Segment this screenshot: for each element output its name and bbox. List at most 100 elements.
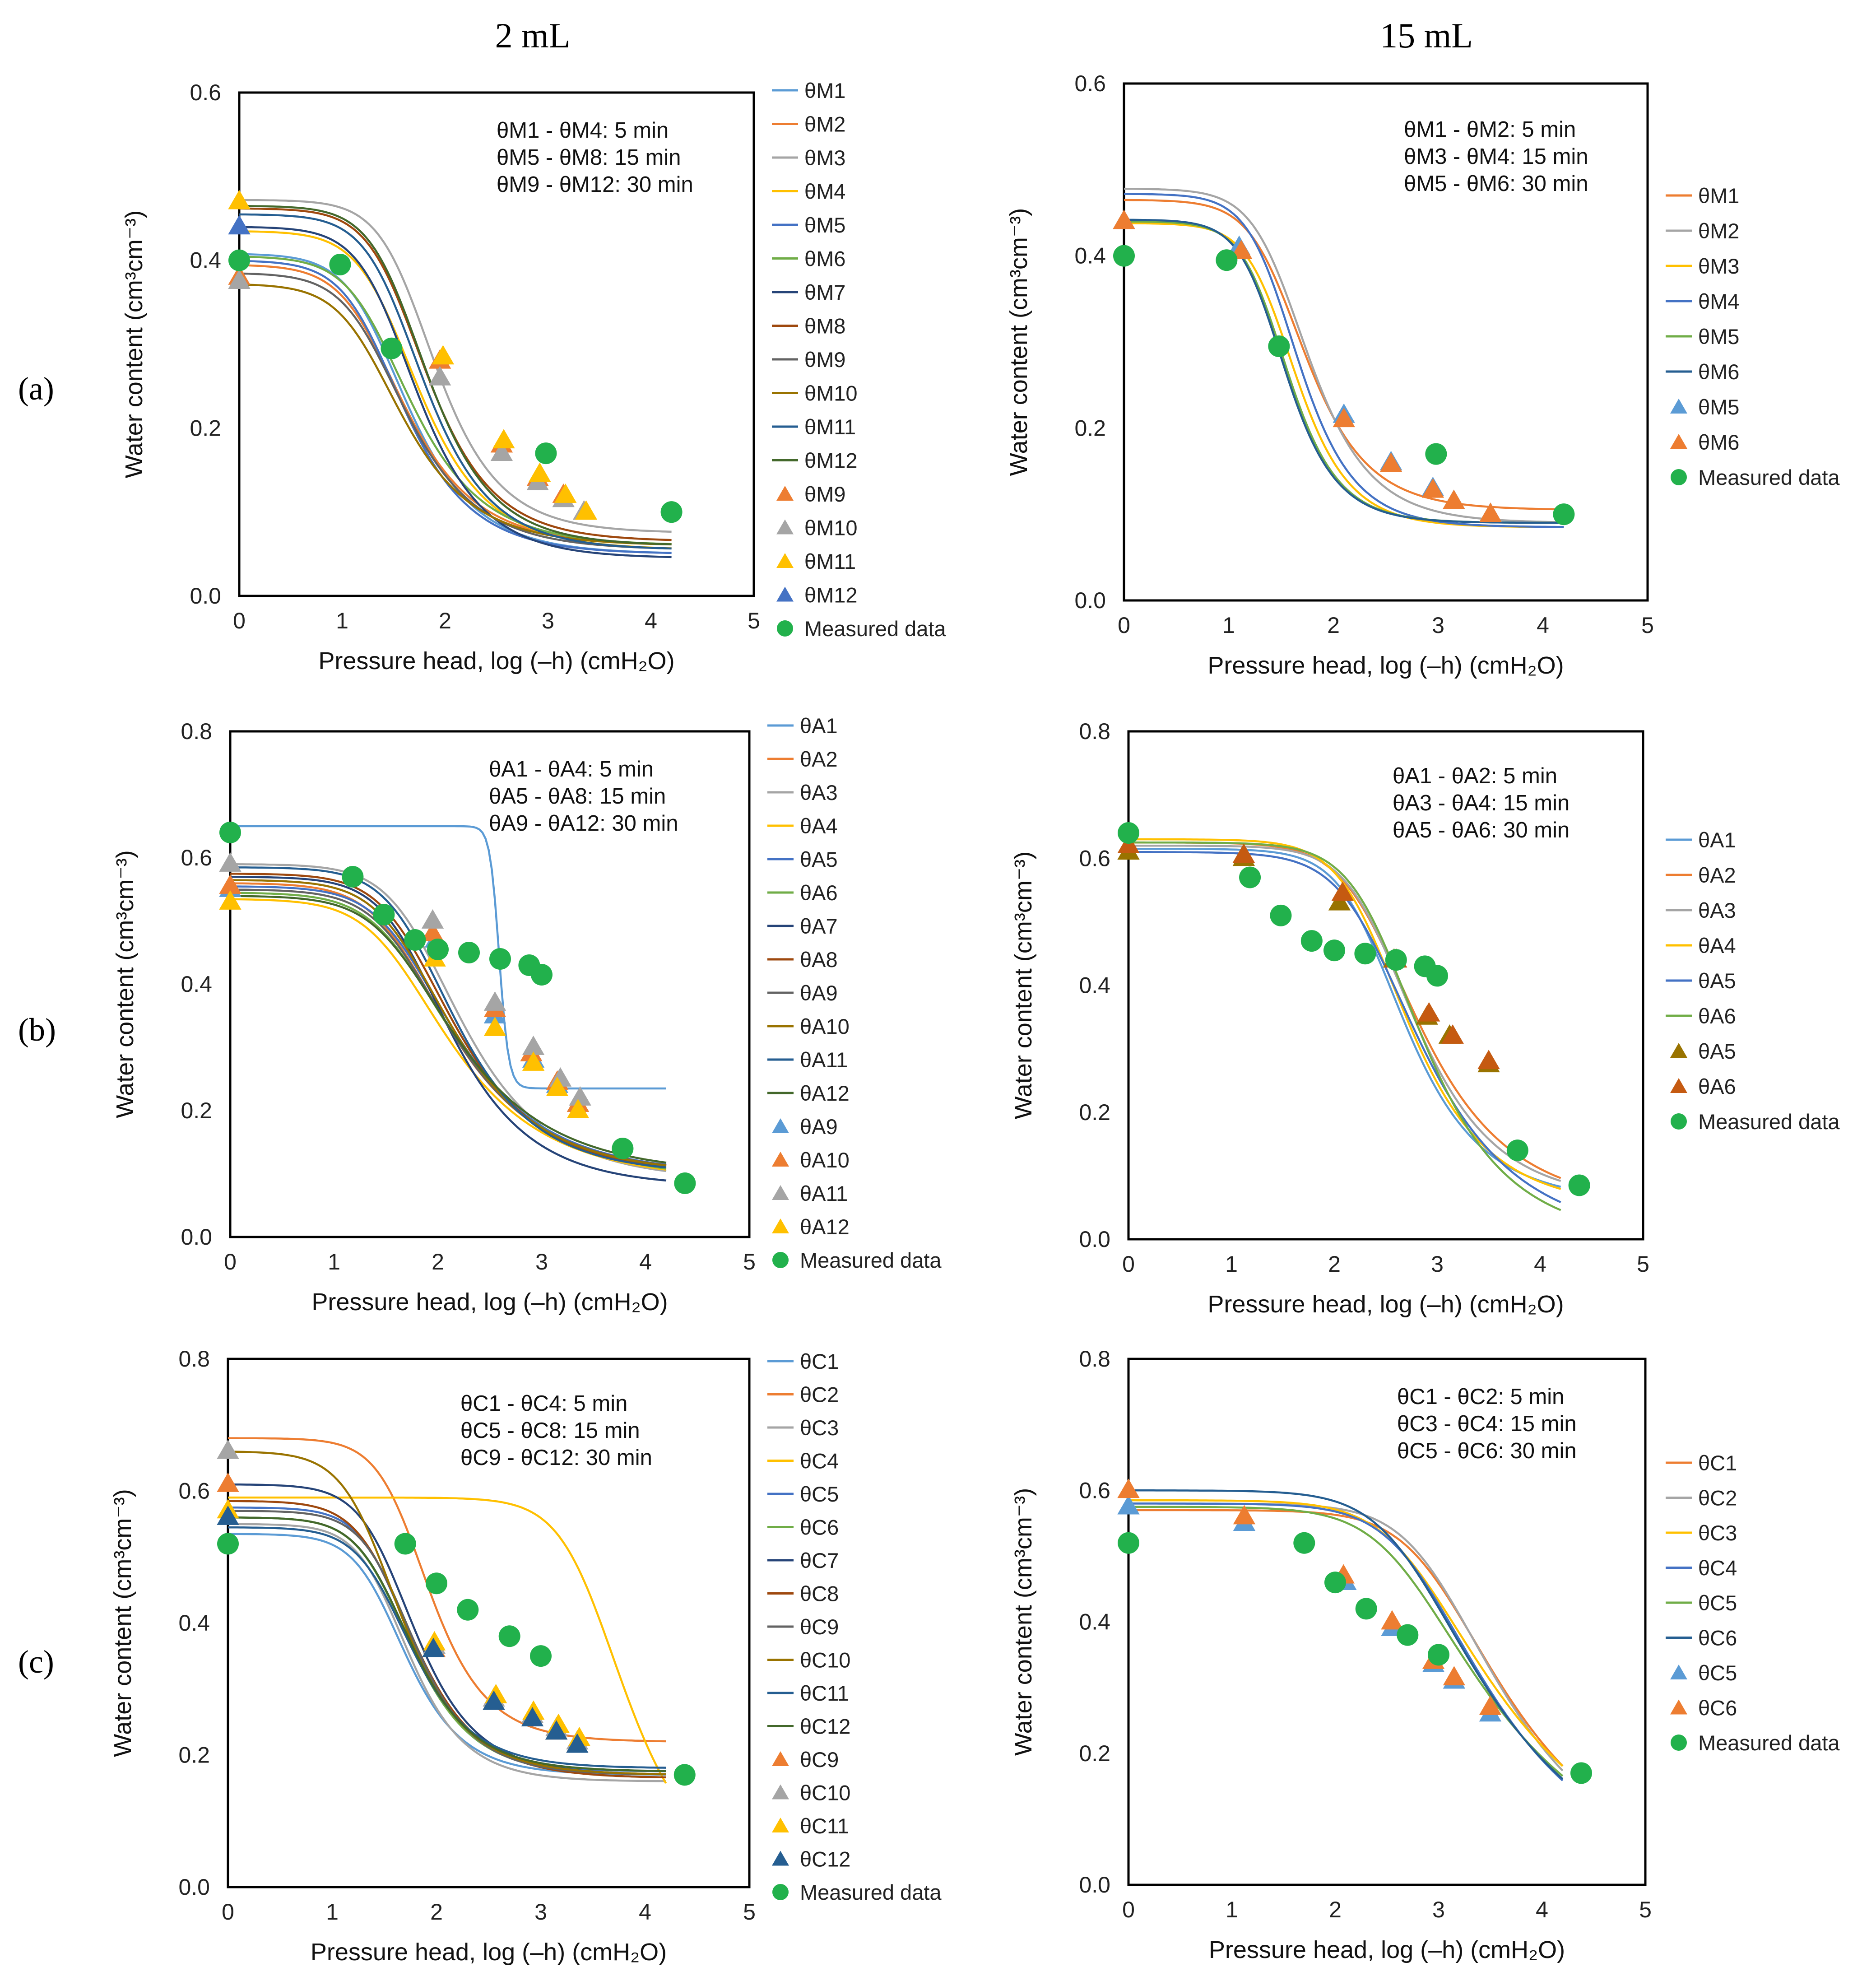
legend-label: θC1 bbox=[800, 1349, 839, 1373]
measured-data-point bbox=[457, 1599, 479, 1621]
series-line-θM11 bbox=[239, 213, 672, 550]
y-tick-label: 0.6 bbox=[1074, 71, 1106, 96]
legend-triangle-swatch bbox=[776, 519, 794, 535]
legend-label: θC11 bbox=[800, 1681, 849, 1705]
y-axis-label: Water content (cm³cm⁻³) bbox=[1010, 1488, 1037, 1756]
annotation-line: θM1 - θM2: 5 min bbox=[1404, 117, 1576, 142]
legend-dot-swatch bbox=[1671, 1735, 1687, 1751]
triangle-marker-θA10 bbox=[219, 874, 241, 894]
legend-triangle-swatch bbox=[772, 1218, 789, 1233]
legend-label: Measured data bbox=[1698, 465, 1840, 489]
annotation-line: θC5 - θC6: 30 min bbox=[1397, 1439, 1577, 1463]
y-tick-label: 0.6 bbox=[1079, 846, 1110, 871]
series-line-θA12 bbox=[230, 895, 667, 1164]
x-axis-label: Pressure head, log (–h) (cmH₂O) bbox=[1209, 1936, 1565, 1963]
x-tick-label: 2 bbox=[432, 1249, 444, 1274]
legend-label: θA2 bbox=[1698, 863, 1736, 887]
measured-data-point bbox=[1553, 503, 1575, 525]
legend-label: θM2 bbox=[804, 112, 845, 136]
series-line-θC12 bbox=[228, 1516, 666, 1772]
triangle-marker-θM11 bbox=[492, 429, 515, 449]
plot-frame bbox=[229, 730, 751, 1238]
x-tick-label: 5 bbox=[748, 608, 760, 633]
measured-data-point bbox=[381, 337, 403, 359]
legend-label: θC12 bbox=[800, 1847, 850, 1871]
legend-triangle-swatch bbox=[772, 1851, 789, 1866]
y-tick-label: 0.4 bbox=[190, 248, 221, 273]
triangle-marker-θM11 bbox=[575, 500, 598, 520]
annotation-line: θA3 - θA4: 15 min bbox=[1393, 791, 1570, 815]
legend-label: θM6 bbox=[1698, 430, 1739, 454]
legend: θA1 θA2 θA3 θA4 θA5 θA6 θA7 θA8 θA9 θA10 θA11 θA12 θ… bbox=[767, 714, 942, 1272]
measured-data-point bbox=[1426, 965, 1448, 987]
x-tick-label: 3 bbox=[535, 1249, 548, 1274]
legend-label: Measured data bbox=[800, 1880, 942, 1904]
x-tick-label: 1 bbox=[1222, 613, 1235, 638]
legend-label: θA12 bbox=[800, 1081, 850, 1105]
x-tick-label: 2 bbox=[430, 1899, 443, 1925]
y-axis-label: Water content (cm³cm⁻³) bbox=[111, 850, 139, 1118]
chart-b-2mL: 0 1 2 3 4 5 0.0 0.2 0.4 0.6 0.8 Pressure head, log … bbox=[111, 714, 942, 1316]
legend-label: θM4 bbox=[1698, 289, 1739, 313]
legend: θM1 θM2 θM3 θM4 θM5 θM6 θM7 θM8 θM9 θM10 θM11 θM12 θ… bbox=[772, 79, 946, 641]
y-tick-label: 0.0 bbox=[190, 583, 221, 609]
legend-label: θC6 bbox=[800, 1516, 839, 1539]
measured-data-point bbox=[1570, 1762, 1593, 1784]
legend-label: Measured data bbox=[1698, 1731, 1840, 1755]
triangle-marker-θC9 bbox=[217, 1472, 239, 1492]
measured-data-point bbox=[1323, 939, 1345, 962]
legend-dot-swatch bbox=[1671, 469, 1687, 485]
triangle-marker-θC12 bbox=[566, 1733, 589, 1753]
legend-label: θM11 bbox=[804, 415, 856, 439]
legend-dot-swatch bbox=[772, 1252, 789, 1268]
measured-data-point bbox=[1397, 1624, 1419, 1646]
measured-data-point bbox=[342, 866, 364, 888]
y-tick-label: 0.4 bbox=[181, 972, 212, 997]
legend-label: θM8 bbox=[804, 314, 845, 338]
legend-label: θC8 bbox=[800, 1582, 839, 1606]
x-tick-label: 5 bbox=[743, 1899, 756, 1925]
plot-frame bbox=[227, 1358, 751, 1888]
x-tick-label: 3 bbox=[1432, 1897, 1445, 1922]
y-tick-label: 0.0 bbox=[1074, 588, 1106, 613]
series-line-θM3 bbox=[239, 199, 672, 533]
legend-label: θC10 bbox=[800, 1648, 850, 1672]
series-line-θC3 bbox=[228, 1523, 666, 1782]
triangle-marker-θC12 bbox=[521, 1707, 544, 1726]
legend-label: θA10 bbox=[800, 1148, 850, 1172]
annotation-line: θA1 - θA2: 5 min bbox=[1393, 764, 1557, 788]
column-header-15ml: 15 mL bbox=[1380, 16, 1473, 55]
y-tick-label: 0.6 bbox=[181, 845, 212, 870]
y-tick-label: 0.0 bbox=[1079, 1872, 1110, 1897]
measured-data-point bbox=[1385, 949, 1407, 971]
y-tick-label: 0.6 bbox=[1079, 1478, 1110, 1503]
x-tick-label: 4 bbox=[645, 608, 657, 633]
plot-frame bbox=[1127, 730, 1644, 1241]
triangle-marker-θA10 bbox=[421, 922, 444, 941]
legend-label: θA9 bbox=[800, 1115, 838, 1139]
y-axis-label: Water content (cm³cm⁻³) bbox=[1010, 851, 1037, 1120]
triangle-marker-θM6 bbox=[1333, 408, 1355, 428]
triangle-marker-θC6 bbox=[1381, 1610, 1403, 1630]
legend-dot-swatch bbox=[772, 1884, 789, 1900]
legend-label: θM3 bbox=[1698, 254, 1739, 278]
measured-data-point bbox=[1428, 1644, 1449, 1666]
triangle-marker-θA11 bbox=[569, 1086, 591, 1106]
series-line-θM12 bbox=[239, 205, 672, 545]
chart-b-15mL: 0 1 2 3 4 5 0.0 0.2 0.4 0.6 0.8 Pressure head, log … bbox=[1010, 719, 1840, 1318]
x-tick-label: 5 bbox=[1639, 1897, 1652, 1922]
series-line-θM7 bbox=[239, 226, 672, 558]
series-line-θC8 bbox=[228, 1500, 666, 1779]
triangle-marker-θM6 bbox=[1443, 489, 1465, 509]
triangle-marker-θC6 bbox=[1233, 1505, 1256, 1525]
triangle-marker-θA6 bbox=[1418, 1002, 1440, 1022]
x-tick-label: 1 bbox=[328, 1249, 340, 1274]
legend-label: θM6 bbox=[804, 247, 845, 271]
triangle-marker-θM11 bbox=[228, 190, 251, 209]
measured-data-point bbox=[1425, 443, 1447, 465]
legend-triangle-swatch bbox=[772, 1152, 789, 1167]
triangle-marker-θM10 bbox=[228, 270, 251, 289]
annotation-line: θC5 - θC8: 15 min bbox=[460, 1418, 640, 1443]
legend-triangle-swatch bbox=[1670, 1665, 1687, 1679]
legend-label: θM5 bbox=[1698, 325, 1739, 349]
